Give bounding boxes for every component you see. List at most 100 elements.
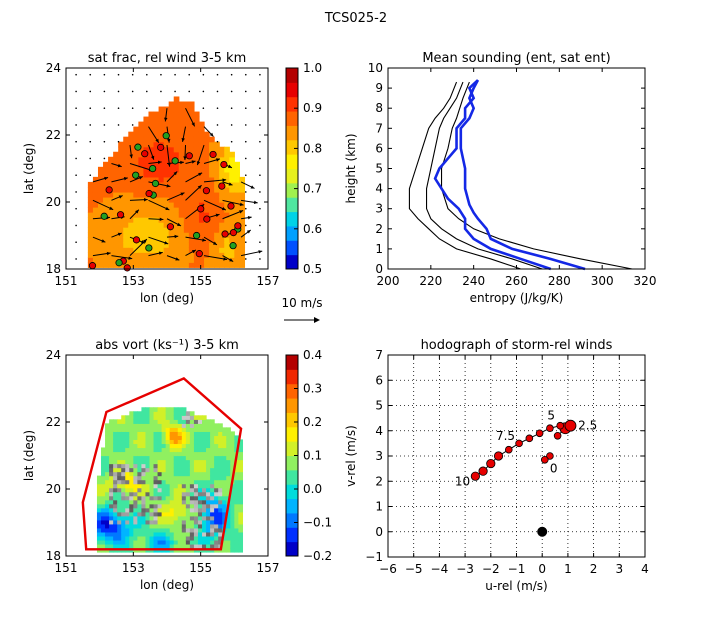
heatmap-cell — [185, 495, 191, 501]
wind-grid-dot — [117, 90, 120, 93]
heatmap-cell — [161, 431, 167, 436]
heatmap-cell — [198, 156, 205, 163]
heatmap-cell — [148, 212, 155, 218]
heatmap-cell — [103, 262, 109, 268]
heatmap-cell — [214, 519, 219, 525]
heatmap-cell — [117, 463, 122, 469]
heatmap-cell — [169, 419, 175, 424]
heatmap-cell — [92, 176, 99, 183]
panel-title: Mean sounding (ent, sat ent) — [422, 51, 610, 66]
wind-grid-dot — [160, 73, 162, 76]
heatmap-cell — [149, 531, 155, 537]
heatmap-cell — [157, 415, 163, 420]
heatmap-cell — [117, 439, 122, 445]
heatmap-cell — [181, 491, 187, 497]
heatmap-cell — [209, 186, 215, 193]
heatmap-cell — [210, 467, 215, 473]
heatmap-cell — [141, 503, 147, 509]
x-tick-label: 2 — [590, 562, 598, 576]
heatmap-cell — [113, 186, 119, 193]
heatmap-cell — [189, 459, 195, 465]
heatmap-cell — [123, 176, 129, 183]
heatmap-cell — [218, 427, 223, 432]
heatmap-cell — [163, 196, 170, 203]
heatmap-cell — [224, 207, 230, 213]
heatmap-cell — [161, 539, 167, 545]
heatmap-cell — [117, 451, 122, 457]
wind-arrowhead — [228, 182, 233, 186]
heatmap-cell — [218, 447, 223, 453]
heatmap-cell — [153, 247, 160, 253]
heatmap-cell — [96, 535, 102, 541]
heatmap-cell — [138, 237, 145, 243]
heatmap-cell — [204, 196, 210, 203]
heatmap-cell — [153, 531, 159, 537]
heatmap-cell — [202, 499, 207, 505]
wind-grid-dot — [89, 140, 92, 143]
heatmap-cell — [185, 415, 191, 420]
heatmap-cell — [92, 242, 99, 248]
heatmap-cell — [188, 252, 195, 258]
heatmap-cell — [239, 191, 246, 198]
sonde-marker — [185, 152, 193, 160]
heatmap-cell — [177, 543, 183, 549]
heatmap-cell — [202, 507, 207, 513]
heatmap-cell — [118, 166, 124, 173]
heatmap-cell — [153, 257, 160, 263]
heatmap-cell — [238, 531, 244, 537]
heatmap-cell — [193, 531, 199, 537]
heatmap-cell — [141, 491, 147, 497]
heatmap-cell — [105, 511, 110, 517]
heatmap-cell — [121, 431, 126, 436]
wind-arrowhead — [239, 202, 244, 206]
heatmap-cell — [141, 467, 147, 473]
colorbar-tick-label: 0.3 — [303, 382, 322, 396]
heatmap-cell — [101, 507, 106, 513]
heatmap-cell — [165, 415, 171, 420]
heatmap-cell — [177, 407, 183, 412]
heatmap-cell — [113, 535, 118, 541]
heatmap-cell — [173, 151, 180, 158]
heatmap-cell — [117, 459, 122, 465]
heatmap-cell — [206, 459, 211, 465]
heatmap-cell — [145, 443, 151, 449]
wind-grid-dot — [216, 124, 219, 126]
heatmap-cell — [109, 439, 114, 445]
heatmap-cell — [210, 459, 215, 465]
heatmap-cell — [183, 101, 190, 108]
heatmap-cell — [138, 146, 145, 153]
heatmap-cell — [222, 499, 227, 505]
heatmap-cell — [118, 146, 124, 153]
heatmap-cell — [138, 141, 145, 148]
wind-arrowhead — [173, 171, 178, 176]
heatmap-cell — [128, 217, 134, 223]
heatmap-cell — [189, 467, 195, 473]
heatmap-cell — [117, 427, 122, 432]
heatmap-cell — [183, 121, 190, 128]
heatmap-cell — [157, 515, 163, 521]
heatmap-cell — [145, 503, 151, 509]
heatmap-cell — [214, 455, 219, 461]
heatmap-cell — [226, 479, 231, 485]
heatmap-cell — [238, 443, 244, 449]
heatmap-cell — [105, 479, 110, 485]
heatmap-cell — [138, 121, 145, 128]
heatmap-cell — [183, 202, 190, 208]
heatmap-cell — [173, 471, 179, 477]
heatmap-cell — [168, 186, 175, 193]
heatmap-cell — [219, 171, 225, 178]
heatmap-cell — [234, 171, 240, 178]
heatmap-cell — [210, 463, 215, 469]
heatmap-cell — [149, 511, 155, 517]
heatmap-cell — [117, 491, 122, 497]
x-tick-label: −3 — [456, 562, 474, 576]
colorbar-segment — [286, 139, 298, 155]
heatmap-cell — [188, 247, 195, 253]
heatmap-cell — [153, 419, 159, 424]
heatmap-cell — [218, 539, 223, 545]
heatmap-cell — [206, 435, 211, 441]
heatmap-cell — [145, 435, 151, 441]
heatmap-cell — [234, 487, 239, 493]
wind-grid-dot — [146, 107, 148, 109]
hodograph-point — [470, 471, 480, 481]
